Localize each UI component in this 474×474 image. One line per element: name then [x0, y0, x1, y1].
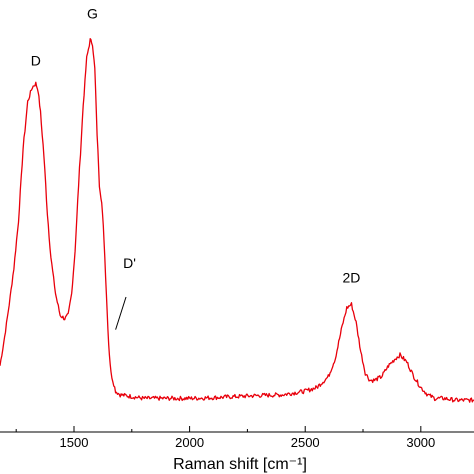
x-tick-label: 2000 — [175, 435, 204, 450]
spectrum-line — [0, 38, 474, 403]
peak-label: D — [31, 52, 41, 68]
peak-label: G — [87, 5, 98, 21]
x-tick-label: 2500 — [291, 435, 320, 450]
x-axis-title: Raman shift [cm⁻¹] — [173, 456, 307, 473]
dprime-pointer-line — [115, 296, 127, 330]
peak-label: D' — [123, 255, 136, 271]
axes: 1500 2000 2500 3000 — [0, 426, 474, 450]
series-layer — [0, 38, 474, 403]
annotation-layer: D G D' 2D — [31, 5, 361, 330]
peak-label: 2D — [343, 270, 361, 286]
x-tick-label: 1500 — [60, 435, 89, 450]
x-tick-label: 3000 — [406, 435, 435, 450]
